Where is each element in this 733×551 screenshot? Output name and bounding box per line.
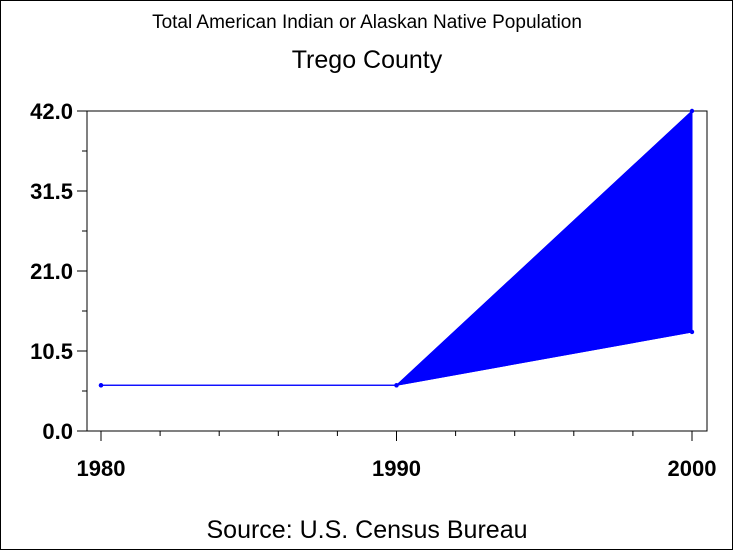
chart-title: Total American Indian or Alaskan Native …: [152, 12, 582, 33]
y-axis: 0.0 10.5 21.0 31.5 42.0: [30, 99, 87, 444]
x-tick-label: 1990: [372, 456, 421, 481]
y-tick-label: 42.0: [30, 99, 73, 124]
y-tick-label: 31.5: [30, 179, 73, 204]
data-point-1-2000: [689, 329, 695, 335]
y-tick-label: 10.5: [30, 339, 73, 364]
data-marks: [98, 108, 695, 388]
x-tick-label: 2000: [668, 456, 717, 481]
x-axis: 1980 1990 2000: [77, 431, 717, 481]
data-point-2-2000: [689, 108, 695, 114]
chart-subtitle: Trego County: [292, 46, 443, 74]
y-tick-label: 0.0: [42, 419, 73, 444]
y-tick-label: 21.0: [30, 259, 73, 284]
data-point-2-1980: [98, 383, 104, 388]
data-point-2-1990: [394, 383, 399, 388]
x-tick-label: 1980: [77, 456, 126, 481]
source-note: Source: U.S. Census Bureau: [207, 516, 528, 544]
